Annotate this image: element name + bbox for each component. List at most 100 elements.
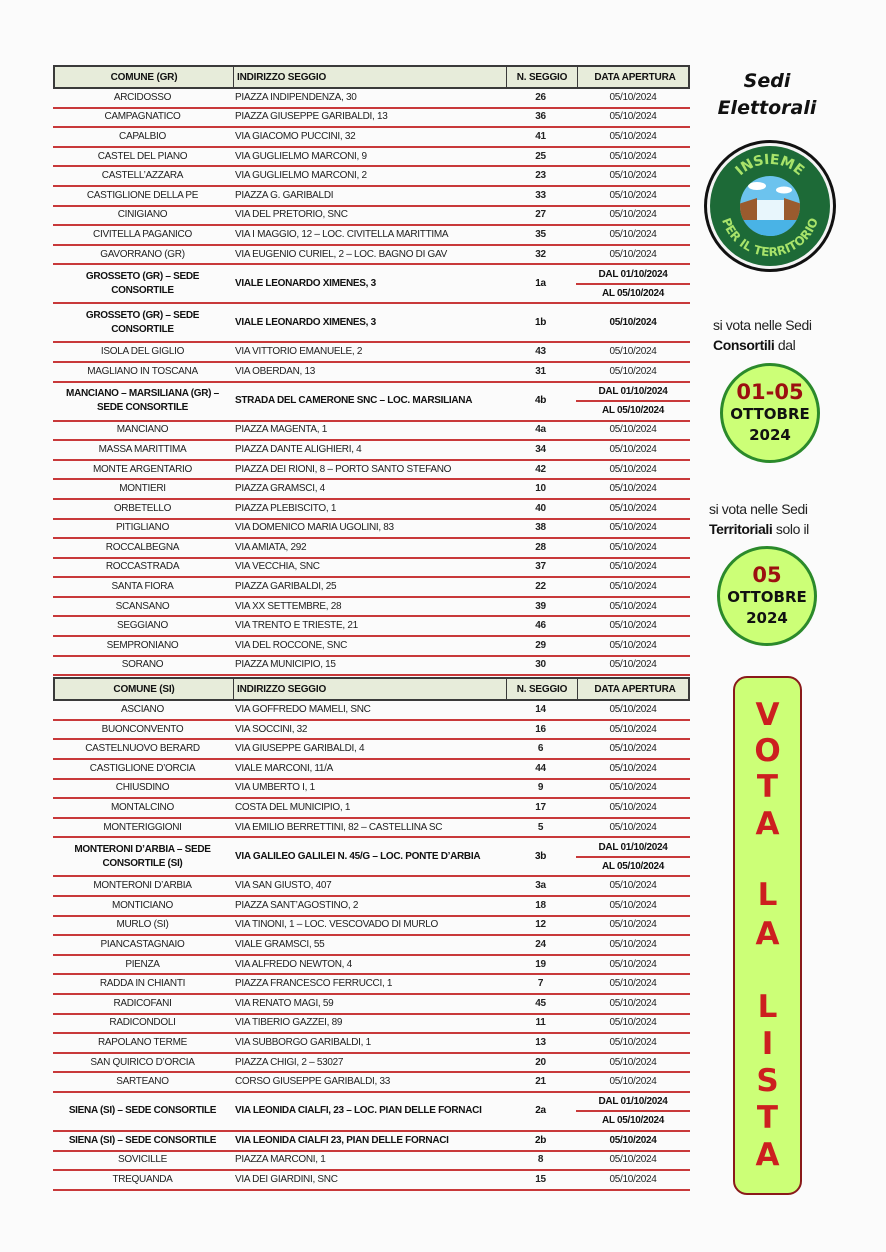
seat-number-cell: 4b: [534, 395, 547, 407]
table-row: CASTEL DEL PIANO VIA GUGLIELMO MARCONI, 9…: [53, 148, 690, 168]
vota-letter: A: [755, 806, 780, 842]
seat-number-cell: 42: [535, 463, 546, 475]
comune-cell: SARTEANO: [116, 1076, 169, 1088]
comune-cell: ISOLA DEL GIGLIO: [100, 346, 185, 358]
vota-letter: L: [757, 989, 778, 1025]
badge-month: OTTOBRE: [727, 588, 807, 606]
comune-cell: MAGLIANO IN TOSCANA: [87, 365, 198, 377]
tables-container: COMUNE (GR) INDIRIZZO SEGGIO N. SEGGIO DATA…: [53, 65, 690, 1191]
table-row: MONTERONI D’ARBIA VIA SAN GIUSTO, 407 3a 05…: [53, 877, 690, 897]
comune-cell: MURLO (SI): [116, 919, 169, 931]
seat-number-cell: 2b: [534, 1134, 547, 1146]
address-cell: VIALE GRAMSCI, 55: [235, 938, 325, 950]
date-cell: 05/10/2024: [609, 228, 657, 240]
comune-cell: PIANCASTAGNAIO: [100, 938, 185, 950]
comune-cell: CASTIGLIONE DELLA PE: [86, 189, 199, 201]
comune-cell: SANTA FIORA: [111, 581, 174, 593]
table-row: SIENA (SI) – SEDE CONSORTILE VIA LEONIDA …: [53, 1093, 690, 1132]
date-cell: 05/10/2024: [609, 91, 657, 103]
comune-cell: RAPOLANO TERME: [98, 1036, 187, 1048]
vota-letter: S: [756, 1063, 779, 1099]
comune-cell: MONTERIGGIONI: [103, 821, 182, 833]
comune-cell: MONTE ARGENTARIO: [93, 463, 192, 475]
date-cell: 05/10/2024: [609, 600, 657, 612]
badge-year: 2024: [749, 426, 791, 444]
date-cell: 05/10/2024: [609, 743, 657, 755]
seat-number-cell: 1b: [534, 316, 547, 328]
seat-number-cell: 15: [535, 1173, 546, 1185]
table-row: ORBETELLO PIAZZA PLEBISCITO, 1 40 05/10/202…: [53, 500, 690, 520]
date-cell: 05/10/2024: [609, 880, 657, 892]
seat-number-cell: 17: [535, 802, 546, 814]
title-line: Sedi: [743, 70, 791, 92]
seat-number-cell: 4a: [535, 424, 546, 436]
table-row: MONTERIGGIONI VIA EMILIO BERRETTINI, 82 –…: [53, 819, 690, 839]
header-comune: COMUNE (GR): [55, 67, 234, 87]
seat-number-cell: 8: [537, 1154, 544, 1166]
date-cell: 05/10/2024: [609, 316, 657, 328]
vota-letter: V: [755, 697, 780, 733]
date-cell: 05/10/2024: [609, 150, 657, 162]
date-cell: 05/10/2024: [609, 111, 657, 123]
seat-number-cell: 34: [535, 443, 546, 455]
date-cell: 05/10/2024: [609, 1173, 657, 1185]
seat-number-cell: 27: [535, 209, 546, 221]
comune-cell: GROSSETO (GR) – SEDE CONSORTILE: [85, 270, 200, 296]
table-row: MONTICIANO PIAZZA SANT’AGOSTINO, 2 18 05/10…: [53, 897, 690, 917]
note-bold: Territoriali: [709, 521, 773, 537]
address-cell: VIA RENATO MAGI, 59: [235, 997, 334, 1009]
date-badge-territoriali: 05 OTTOBRE 2024: [717, 546, 817, 646]
date-cell: 05/10/2024: [609, 365, 657, 377]
comune-cell: CHIUSDINO: [115, 782, 170, 794]
address-cell: VIA VECCHIA, SNC: [235, 561, 320, 573]
seat-number-cell: 24: [535, 938, 546, 950]
date-cell: 05/10/2024: [609, 1036, 657, 1048]
date-cell: 05/10/2024: [609, 130, 657, 142]
seat-number-cell: 45: [535, 997, 546, 1009]
address-cell: PIAZZA MUNICIPIO, 15: [235, 659, 336, 671]
seat-number-cell: 37: [535, 561, 546, 573]
seat-number-cell: 20: [535, 1056, 546, 1068]
date-cell: 05/10/2024: [609, 938, 657, 950]
seat-number-cell: 43: [535, 346, 546, 358]
date-cell: 05/10/2024: [609, 1154, 657, 1166]
address-cell: VIA GALILEO GALILEI N. 45/G – LOC. PONTE…: [235, 850, 481, 862]
table-row: PITIGLIANO VIA DOMENICO MARIA UGOLINI, 83…: [53, 520, 690, 540]
date-cell: 05/10/2024: [609, 958, 657, 970]
table-row: CHIUSDINO VIA UMBERTO I, 1 9 05/10/2024: [53, 780, 690, 800]
seat-number-cell: 6: [537, 743, 544, 755]
table-row: MONTIERI PIAZZA GRAMSCI, 4 10 05/10/2024: [53, 480, 690, 500]
address-cell: COSTA DEL MUNICIPIO, 1: [235, 802, 351, 814]
table-row: MONTALCINO COSTA DEL MUNICIPIO, 1 17 05/10/…: [53, 799, 690, 819]
comune-cell: MONTERONI D’ARBIA: [93, 880, 192, 892]
address-cell: VIA LEONIDA CIALFI, 23 – LOC. PIAN DELLE…: [235, 1105, 482, 1117]
date-cell: 05/10/2024: [609, 1056, 657, 1068]
seat-number-cell: 3b: [534, 850, 547, 862]
date-cell: 05/10/2024: [609, 782, 657, 794]
address-cell: VIA TRENTO E TRIESTE, 21: [235, 620, 358, 632]
table-row: PIENZA VIA ALFREDO NEWTON, 4 19 05/10/2024: [53, 956, 690, 976]
date-cell: 05/10/2024: [609, 639, 657, 651]
table-row: SANTA FIORA PIAZZA GARIBALDI, 25 22 05/10/2…: [53, 578, 690, 598]
address-cell: VIALE LEONARDO XIMENES, 3: [235, 316, 376, 328]
table-row: CAMPAGNATICO PIAZZA GIUSEPPE GARIBALDI, 1…: [53, 109, 690, 129]
seat-number-cell: 40: [535, 502, 546, 514]
seat-number-cell: 10: [535, 483, 546, 495]
address-cell: PIAZZA GARIBALDI, 25: [235, 581, 337, 593]
table-row: ROCCALBEGNA VIA AMIATA, 292 28 05/10/2024: [53, 539, 690, 559]
table-header: COMUNE (GR) INDIRIZZO SEGGIO N. SEGGIO DATA…: [53, 65, 690, 89]
date-cell: 05/10/2024: [609, 522, 657, 534]
seat-number-cell: 29: [535, 639, 546, 651]
vota-letter: A: [755, 916, 780, 952]
comune-cell: SIENA (SI) – SEDE CONSORTILE: [68, 1134, 217, 1146]
comune-cell: RADICOFANI: [113, 997, 172, 1009]
comune-cell: CASTELNUOVO BERARD: [85, 743, 200, 755]
date-cell: DAL 01/10/2024 AL 05/10/2024: [576, 383, 690, 420]
table-row: MAGLIANO IN TOSCANA VIA OBERDAN, 13 31 05/1…: [53, 363, 690, 383]
comune-cell: MONTICIANO: [112, 899, 173, 911]
address-cell: VIA EMILIO BERRETTINI, 82 – CASTELLINA S…: [235, 821, 443, 833]
address-cell: PIAZZA PLEBISCITO, 1: [235, 502, 337, 514]
comune-cell: CAMPAGNATICO: [104, 111, 181, 123]
seat-number-cell: 12: [535, 919, 546, 931]
